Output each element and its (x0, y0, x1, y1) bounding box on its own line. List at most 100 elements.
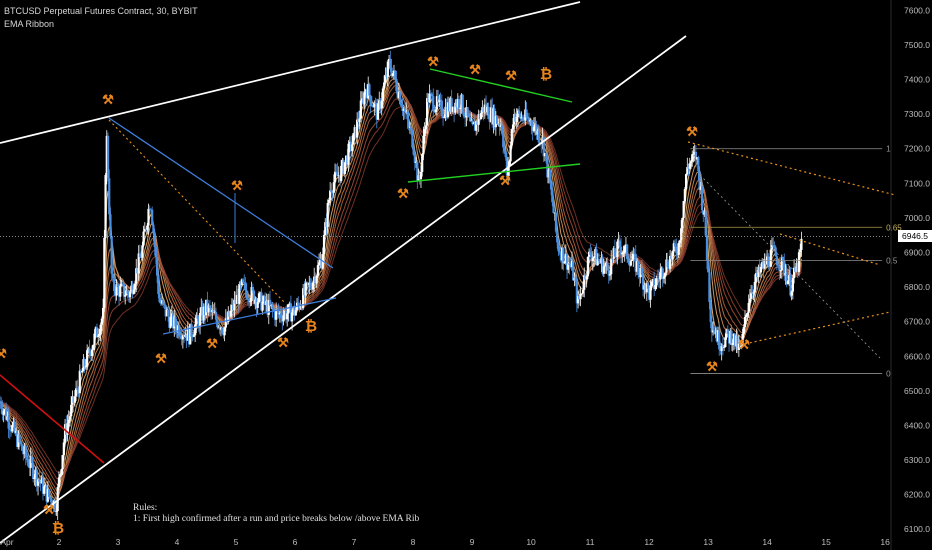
candle-body (180, 336, 183, 340)
wrench-icon: ⚒ (206, 336, 218, 351)
candle-body (615, 256, 618, 258)
candle-body (347, 143, 350, 165)
candle-body (475, 121, 478, 131)
candle-body (54, 500, 57, 512)
candle-body (97, 335, 100, 337)
symbol-title[interactable]: BTCUSD Perpetual Futures Contract, 30, B… (4, 6, 198, 16)
candle-body (732, 333, 736, 343)
candle-body (416, 161, 419, 182)
candle-body (683, 189, 686, 202)
candle-body (119, 285, 122, 297)
candle-body (1, 408, 4, 415)
candle-body (402, 109, 405, 111)
candle-body (375, 103, 378, 120)
candle-body (385, 74, 388, 77)
candle-body (434, 109, 437, 112)
candle-body (360, 98, 364, 101)
candle-body (270, 305, 273, 306)
candle-body (198, 313, 202, 327)
candle-body (483, 104, 486, 113)
candle-body (758, 266, 761, 273)
candle-body (34, 469, 37, 478)
candle-body (476, 121, 479, 125)
candle-body (462, 112, 466, 117)
candle-body (575, 281, 578, 304)
price-axis[interactable]: 6100.0 6200.0 6300.0 6400.0 6500.0 6600.0 6700… (904, 5, 930, 534)
candle-body (403, 109, 407, 112)
candle-body (381, 88, 385, 101)
candle-body (729, 330, 732, 344)
candle-body (252, 290, 256, 304)
candle-body (611, 258, 614, 260)
candle-body (84, 366, 88, 368)
candle-body (511, 124, 515, 130)
candle-body (306, 282, 310, 286)
candle-body (272, 309, 275, 311)
fib-dotted-diagonal (108, 119, 286, 304)
candle-body (310, 286, 313, 290)
time-axis[interactable]: Apr 2 3 4 5 6 7 8 9 10 11 12 13 14 15 16 (0, 537, 890, 547)
candle-body (405, 111, 408, 113)
candle-body (394, 70, 397, 80)
rules-line-1: 1: First high confirmed after a run and … (133, 514, 420, 524)
wrench-icon: ⚒ (102, 92, 114, 107)
price-tick-label: 7300.0 (904, 109, 930, 119)
candle-body (660, 268, 663, 273)
candle-body (799, 249, 802, 253)
candle-body (50, 498, 53, 505)
candle-body (493, 108, 496, 128)
candle-body (567, 263, 570, 270)
candle-body (286, 313, 289, 320)
fibonacci-retracement[interactable]: 1 0.65 0.5 0 (0, 145, 902, 379)
candle-body (709, 301, 712, 323)
candle-body (785, 273, 788, 285)
candle-body (128, 291, 132, 298)
candlesticks (0, 50, 803, 521)
candle-body (201, 307, 204, 321)
candle-body (367, 84, 370, 99)
candle-body (396, 90, 399, 98)
wrench-icon: ⚒ (499, 173, 511, 188)
candle-body (95, 327, 99, 337)
candle-body (499, 125, 502, 127)
candle-body (365, 89, 369, 99)
candle-body (764, 259, 767, 265)
candle-body (438, 99, 441, 102)
time-tick-label: 12 (644, 537, 654, 547)
candle-body (773, 246, 776, 248)
candle-body (74, 388, 78, 397)
candle-body (492, 108, 495, 125)
time-tick-label: 9 (470, 537, 475, 547)
candle-body (468, 116, 472, 122)
indicator-label[interactable]: EMA Ribbon (4, 19, 55, 29)
annotation-icons: ⚒ ⚒ ⚒ ⚒ ⚒ ⚒ ⚒ ⚒ ⚒ ⚒ ⚒ ⚒ ⚒ ⚒ ⚒ ₿ ₿ ₿ (0, 54, 750, 537)
candle-body (541, 137, 544, 145)
candle-body (57, 477, 61, 488)
candle-body (183, 335, 186, 337)
candle-body (595, 249, 598, 266)
candle-body (399, 92, 402, 105)
candle-body (737, 343, 740, 350)
candle-body (251, 287, 254, 291)
candle-body (715, 333, 718, 342)
candle-body (229, 310, 232, 317)
candle-body (284, 311, 288, 320)
candle-body (624, 244, 628, 247)
candle-body (628, 262, 631, 266)
candle-body (140, 257, 143, 258)
candle-body (340, 165, 343, 181)
candle-body (740, 345, 743, 348)
candle-body (681, 217, 684, 229)
candle-body (786, 281, 790, 285)
candle-body (797, 252, 801, 272)
trendlines[interactable] (0, 1, 896, 544)
candle-body (596, 259, 599, 266)
candle-body (594, 249, 597, 257)
candle-body (584, 275, 587, 280)
candle-body (373, 103, 376, 108)
candle-body (669, 255, 672, 269)
candle-body (424, 125, 427, 130)
candle-body (302, 288, 305, 309)
candle-body (352, 133, 355, 145)
